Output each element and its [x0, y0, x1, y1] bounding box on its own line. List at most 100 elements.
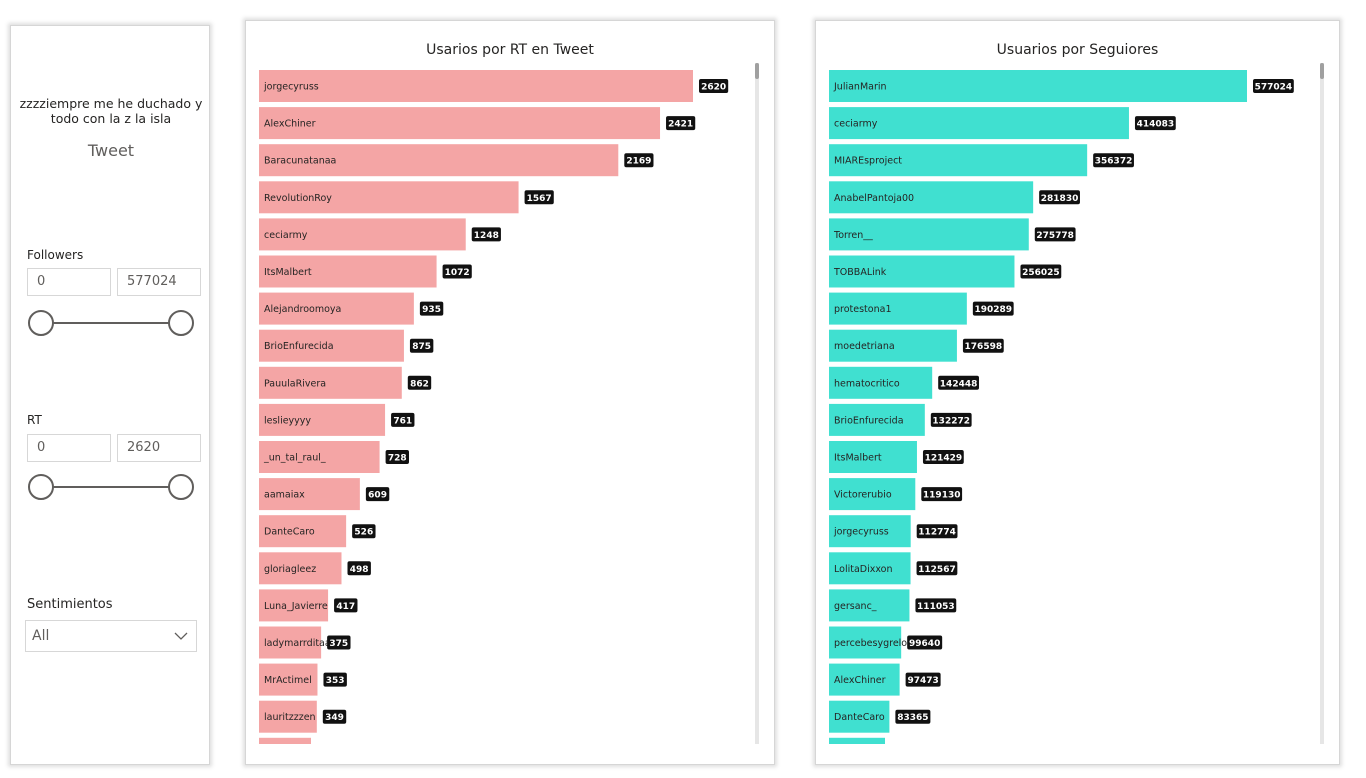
followers-data-label-bg [1020, 264, 1062, 279]
followers-data-label: 275778 [1036, 231, 1074, 241]
rt-data-label: 349 [325, 713, 344, 723]
rt-data-label-bg [407, 375, 432, 390]
rt-category-label: ladymarrditaa [264, 638, 331, 649]
followers-category-label: AlexChiner [834, 675, 886, 686]
rt-data-label: 526 [354, 528, 373, 538]
rt-chart-scroll-track[interactable] [755, 63, 759, 744]
followers-data-label: 119130 [923, 491, 961, 501]
followers-category-label: JulianMarin [833, 82, 887, 93]
rt-data-label-bg [334, 598, 358, 613]
followers-category-label: TOBBALink [833, 267, 887, 278]
followers-bar[interactable] [829, 478, 916, 511]
followers-bar[interactable] [829, 441, 917, 473]
followers-bar[interactable] [829, 700, 890, 733]
followers-bar[interactable] [829, 329, 957, 362]
followers-bar[interactable] [829, 70, 1247, 102]
followers-chart-scrollbar-thumb[interactable] [1320, 63, 1324, 79]
followers-category-label: Torren__ [833, 230, 873, 241]
followers-data-label: 281830 [1041, 194, 1079, 204]
rt-bar[interactable] [259, 144, 619, 177]
followers-bar[interactable] [829, 663, 900, 696]
rt-data-label: 728 [388, 454, 407, 464]
followers-chart-scroll-track[interactable] [1320, 63, 1324, 744]
followers-bar[interactable] [829, 107, 1129, 140]
rt-data-label-bg [352, 524, 376, 539]
rt-category-label: DanteCaro [264, 527, 315, 538]
rt-min-input[interactable]: 0 [27, 434, 111, 462]
rt-bar[interactable] [259, 663, 318, 696]
rt-bar[interactable] [259, 255, 437, 288]
followers-bar[interactable] [829, 552, 911, 585]
followers-slicer-title: Followers [27, 248, 84, 262]
followers-bar-chart: JulianMarin 577024 ceciarmy 414083 MIAREspro… [829, 63, 1324, 744]
followers-slider-min-handle[interactable] [28, 310, 54, 336]
followers-data-label: 83365 [897, 713, 928, 723]
followers-min-input[interactable]: 0 [27, 268, 111, 296]
followers-bar[interactable] [829, 515, 911, 548]
followers-data-label-bg [907, 635, 943, 650]
rt-data-label-bg [419, 301, 444, 316]
rt-bar[interactable] [259, 218, 466, 251]
rt-slider-min-handle[interactable] [28, 474, 54, 500]
followers-bar[interactable] [829, 218, 1029, 251]
rt-bar[interactable] [259, 552, 342, 585]
rt-category-label: jorgecyruss [263, 82, 319, 93]
followers-data-label: 190289 [974, 305, 1012, 315]
rt-category-label: RevolutionRoy [264, 193, 332, 204]
followers-data-label-bg [916, 561, 958, 576]
rt-bar[interactable] [259, 700, 317, 733]
rt-data-label-bg [391, 412, 415, 427]
rt-chart-scrollbar-thumb[interactable] [755, 63, 759, 79]
rt-bar[interactable] [259, 292, 414, 325]
rt-data-label-bg [322, 709, 347, 724]
followers-max-input[interactable]: 577024 [117, 268, 201, 296]
rt-data-label-bg [327, 635, 351, 650]
rt-category-label: PauulaRivera [264, 378, 326, 389]
rt-bar[interactable] [259, 626, 322, 659]
rt-data-label: 1567 [527, 194, 552, 204]
rt-data-label-bg [524, 190, 554, 205]
rt-bar[interactable] [259, 329, 404, 362]
followers-category-label: DanteCaro [834, 712, 885, 723]
rt-bar[interactable] [259, 107, 661, 140]
followers-data-label-bg [921, 487, 963, 502]
followers-slider-max-handle[interactable] [168, 310, 194, 336]
followers-bar[interactable] [829, 366, 933, 399]
followers-bar[interactable] [829, 292, 967, 325]
followers-bar[interactable] [829, 144, 1088, 177]
followers-data-label: 577024 [1255, 83, 1293, 93]
rt-data-label: 935 [422, 305, 441, 315]
followers-category-label: Victorerubio [834, 490, 892, 501]
followers-category-label: BrioEnfurecida [834, 415, 904, 426]
rt-slider-max-handle[interactable] [168, 474, 194, 500]
followers-category-label: gersanc_ [834, 601, 877, 612]
followers-data-label-bg [938, 375, 979, 390]
followers-category-label: AnabelPantoja00 [834, 193, 914, 204]
followers-data-label-bg [916, 524, 958, 539]
rt-data-label-bg [624, 153, 654, 168]
rt-bar-partial [259, 737, 311, 744]
rt-data-label: 1248 [474, 231, 499, 241]
rt-bar[interactable] [259, 589, 329, 622]
followers-bar[interactable] [829, 589, 910, 622]
followers-bar[interactable] [829, 181, 1034, 214]
rt-bar[interactable] [259, 181, 519, 214]
rt-bar[interactable] [259, 403, 386, 436]
rt-bar[interactable] [259, 441, 380, 473]
sentimientos-dropdown[interactable]: All [25, 620, 197, 652]
rt-max-input[interactable]: 2620 [117, 434, 201, 462]
followers-data-label-bg [1034, 227, 1076, 242]
rt-bar[interactable] [259, 366, 402, 399]
followers-bar[interactable] [829, 626, 902, 659]
followers-bar[interactable] [829, 403, 925, 436]
followers-bar[interactable] [829, 255, 1015, 288]
rt-bar[interactable] [259, 478, 360, 511]
rt-data-label-bg [442, 264, 472, 279]
rt-bar[interactable] [259, 70, 693, 102]
rt-bar[interactable] [259, 515, 347, 548]
rt-data-label-bg [365, 487, 390, 502]
followers-category-label: percebesygrelos [834, 638, 912, 649]
followers-data-label: 414083 [1137, 120, 1175, 130]
followers-data-label-bg [972, 301, 1014, 316]
followers-data-label-bg [1039, 190, 1080, 205]
